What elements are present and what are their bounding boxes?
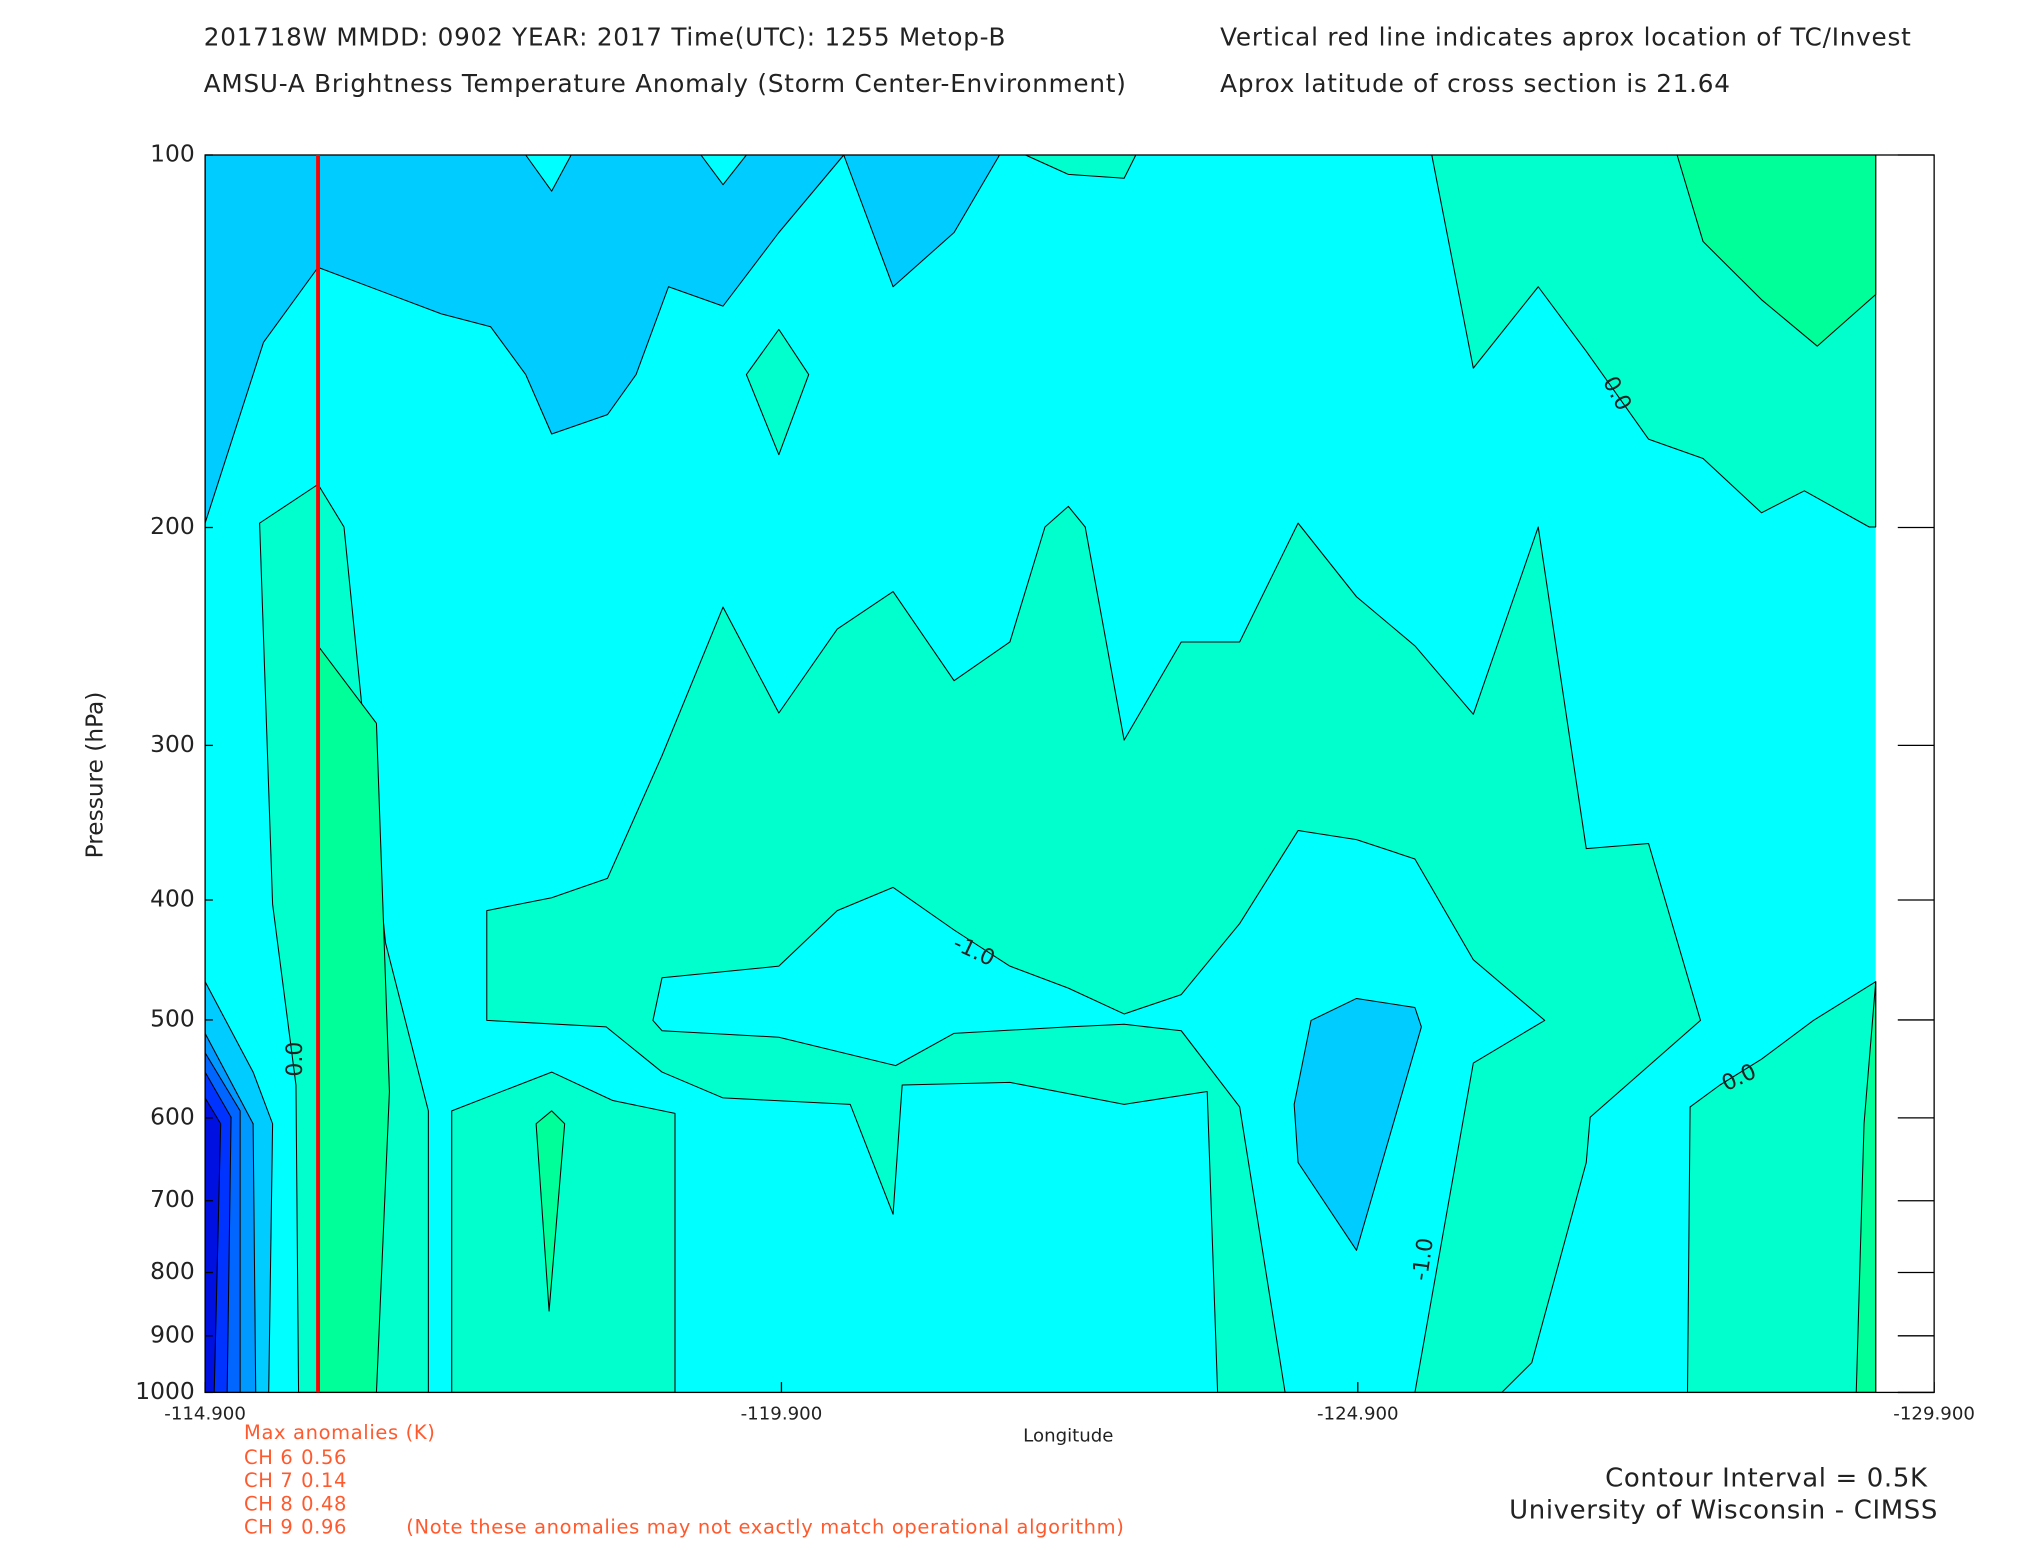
- contour-label: -1.0: [1408, 1236, 1439, 1282]
- chart-subtitle: AMSU-A Brightness Temperature Anomaly (S…: [204, 69, 1127, 98]
- chart-title: 201718W MMDD: 0902 YEAR: 2017 Time(UTC):…: [204, 23, 1006, 52]
- x-tick-label: -124.900: [1317, 1403, 1399, 1424]
- note: Vertical red line indicates aprox locati…: [1220, 23, 1911, 52]
- x-tick-label: -119.900: [741, 1403, 823, 1424]
- contour-region: [535, 1110, 566, 1312]
- anomaly-value: 0.48: [301, 1492, 347, 1515]
- contour-label: 0.0: [283, 1042, 308, 1077]
- anomaly-note: (Note these anomalies may not exactly ma…: [406, 1516, 1124, 1539]
- anomaly-channel: CH 6: [244, 1446, 293, 1469]
- x-tick-label: -129.900: [1893, 1403, 1975, 1424]
- anomaly-title: Max anomalies (K): [244, 1421, 436, 1444]
- x-axis-title: Longitude: [1023, 1425, 1113, 1446]
- anomaly-value: 0.56: [301, 1446, 347, 1469]
- plot-frame: [204, 154, 1935, 1394]
- y-tick-label: 600: [150, 1103, 195, 1130]
- contour-region: [451, 1071, 676, 1393]
- y-tick-label: 500: [150, 1005, 195, 1032]
- note: Aprox latitude of cross section is 21.64: [1220, 69, 1731, 98]
- y-tick-label: 300: [150, 731, 195, 758]
- credit: University of Wisconsin - CIMSS: [1509, 1496, 1938, 1526]
- contour-interval: Contour Interval = 0.5K: [1605, 1463, 1928, 1493]
- x-tick-label: -114.900: [164, 1403, 246, 1424]
- y-tick-label: 1000: [135, 1378, 194, 1405]
- contour-region: [652, 830, 1546, 1393]
- y-tick-label: 900: [150, 1321, 195, 1348]
- anomaly-value: 0.14: [301, 1469, 347, 1492]
- anomaly-channel: CH 8: [244, 1492, 293, 1515]
- y-tick-label: 400: [150, 886, 195, 913]
- contour-region: [1293, 997, 1422, 1251]
- contour-field: [204, 154, 1877, 1393]
- anomaly-channel: CH 7: [244, 1469, 293, 1492]
- anomaly-value: 0.96: [301, 1516, 347, 1539]
- y-tick-label: 700: [150, 1186, 195, 1213]
- y-axis-title: Pressure (hPa): [82, 692, 109, 859]
- y-tick-label: 200: [150, 513, 195, 540]
- y-tick-label: 800: [150, 1258, 195, 1285]
- y-tick-label: 100: [150, 141, 195, 168]
- anomaly-channel: CH 9: [244, 1516, 293, 1539]
- contour-region: [745, 328, 810, 456]
